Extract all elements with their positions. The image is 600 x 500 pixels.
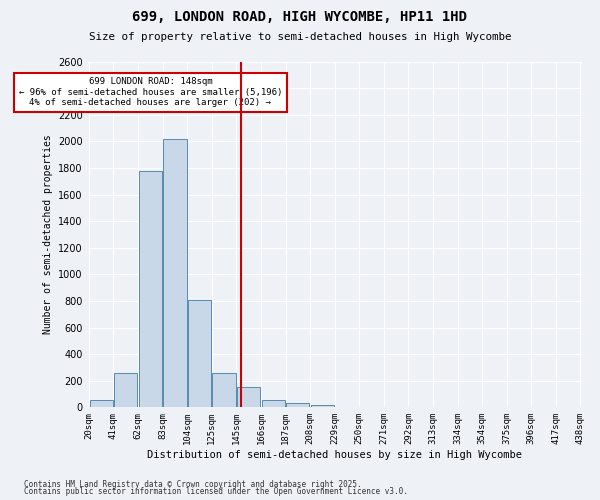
Bar [262, 400, 285, 407]
Text: Size of property relative to semi-detached houses in High Wycombe: Size of property relative to semi-detach… [89, 32, 511, 42]
Bar [163, 138, 187, 407]
Bar [89, 400, 113, 407]
Bar [188, 300, 211, 408]
Bar [311, 406, 334, 407]
Bar [139, 170, 162, 408]
Bar [237, 386, 260, 407]
Bar [212, 373, 236, 408]
Text: 699 LONDON ROAD: 148sqm
← 96% of semi-detached houses are smaller (5,196)
4% of : 699 LONDON ROAD: 148sqm ← 96% of semi-de… [19, 78, 282, 108]
Text: Contains public sector information licensed under the Open Government Licence v3: Contains public sector information licen… [24, 488, 408, 496]
Text: Contains HM Land Registry data © Crown copyright and database right 2025.: Contains HM Land Registry data © Crown c… [24, 480, 362, 489]
Bar [286, 402, 310, 407]
Y-axis label: Number of semi-detached properties: Number of semi-detached properties [43, 134, 53, 334]
Text: 699, LONDON ROAD, HIGH WYCOMBE, HP11 1HD: 699, LONDON ROAD, HIGH WYCOMBE, HP11 1HD [133, 10, 467, 24]
X-axis label: Distribution of semi-detached houses by size in High Wycombe: Distribution of semi-detached houses by … [147, 450, 522, 460]
Bar [114, 373, 137, 408]
